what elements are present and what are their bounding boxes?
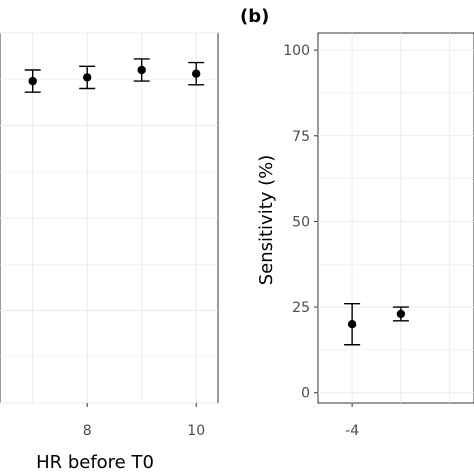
panel-a-grid	[0, 32, 218, 404]
data-point-with-error-bar	[188, 61, 205, 86]
panel-b-grid	[318, 33, 474, 403]
panel-b-marks	[344, 302, 409, 346]
panel-b: (b) 0 25 50 75 100 -4 Sensitivity (%)	[240, 6, 474, 439]
panel-a-x-ticks: 8 10	[83, 403, 205, 439]
data-point	[137, 65, 146, 75]
panel-b-background	[317, 32, 474, 404]
data-point-with-error-bar	[79, 65, 96, 90]
panel-a: 8 10 HR before T0	[0, 32, 219, 473]
data-point	[28, 76, 37, 86]
y-tick-label: 0	[301, 386, 310, 402]
y-tick-label: 50	[292, 214, 310, 230]
data-point	[83, 73, 92, 82]
data-point-with-error-bar	[133, 58, 150, 82]
x-tick-label: 10	[187, 423, 205, 439]
panel-b-y-ticks: 0 25 50 75 100	[283, 43, 318, 402]
panel-b-y-axis-title: Sensitivity (%)	[256, 155, 277, 286]
y-tick-label: 75	[292, 129, 310, 145]
panel-b-x-ticks: -4	[345, 403, 359, 439]
y-tick-label: 25	[292, 300, 310, 316]
data-point	[347, 320, 357, 329]
x-tick-label: -4	[345, 423, 359, 439]
data-point-with-error-bar	[24, 69, 41, 93]
panel-a-x-axis-title: HR before T0	[36, 452, 154, 473]
panel-a-marks	[24, 58, 205, 93]
data-point-with-error-bar	[392, 306, 409, 322]
x-tick-label: 8	[83, 423, 92, 439]
y-tick-label: 100	[283, 43, 310, 59]
data-point	[192, 69, 201, 78]
data-point-with-error-bar	[344, 302, 361, 346]
data-point	[396, 309, 406, 319]
panel-b-tag: (b)	[240, 6, 269, 27]
